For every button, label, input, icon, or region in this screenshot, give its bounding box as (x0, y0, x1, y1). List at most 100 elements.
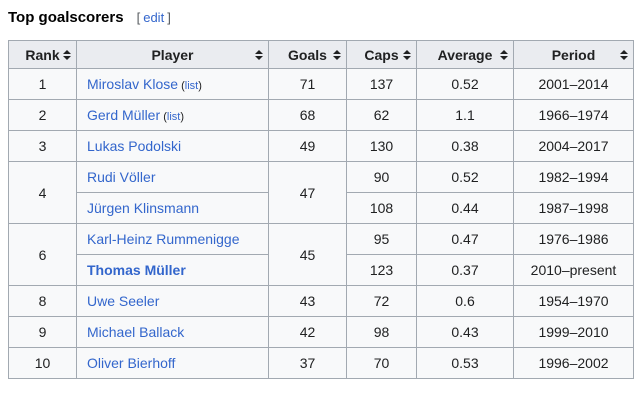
period-cell: 1982–1994 (513, 161, 634, 193)
column-header-period[interactable]: Period (513, 40, 634, 69)
column-header-goals[interactable]: Goals (268, 40, 347, 69)
period-cell: 1987–1998 (513, 192, 634, 224)
player-cell: Thomas Müller (76, 254, 269, 286)
player-link[interactable]: Miroslav Klose (87, 76, 179, 92)
list-link[interactable]: list (184, 80, 199, 92)
player-cell: Gerd Müller (list) (76, 99, 269, 131)
sort-down-triangle (333, 55, 341, 60)
player-cell: Lukas Podolski (76, 130, 269, 162)
caps-cell: 98 (346, 316, 417, 348)
list-reference: (list) (160, 111, 184, 123)
column-header-label: Caps (364, 46, 399, 63)
caps-cell: 90 (346, 161, 417, 193)
caps-cell: 123 (346, 254, 417, 286)
period-cell: 2004–2017 (513, 130, 634, 162)
table-row: 2 Gerd Müller (list) 68 62 1.1 1966–1974 (8, 99, 634, 131)
sort-down-triangle (403, 55, 411, 60)
table-row: Jürgen Klinsmann 108 0.44 1987–1998 (9, 192, 634, 224)
rank-cell: 2 (8, 99, 77, 131)
caps-cell: 70 (346, 347, 417, 379)
rank-cell: 3 (8, 130, 77, 162)
sort-icon (403, 49, 411, 60)
player-cell: Michael Ballack (76, 316, 269, 348)
average-cell: 0.53 (416, 347, 514, 379)
rank-cell: 1 (8, 68, 77, 100)
sort-icon (333, 49, 341, 60)
player-link[interactable]: Rudi Völler (87, 169, 156, 185)
player-cell: Oliver Bierhoff (76, 347, 269, 379)
table-row: 1 Miroslav Klose (list) 71 137 0.52 2001–2014 (8, 68, 634, 100)
average-cell: 0.52 (416, 161, 514, 193)
edit-link[interactable]: edit (143, 10, 165, 25)
table-row: 6 Karl-Heinz Rummenigge 45 95 0.47 1976–1986 (8, 223, 634, 286)
rank-cell: 8 (8, 285, 77, 317)
rank-cell: 10 (8, 347, 77, 379)
column-header-average[interactable]: Average (416, 40, 514, 69)
period-cell: 1966–1974 (513, 99, 634, 131)
period-cell: 1999–2010 (513, 316, 634, 348)
sort-up-triangle (333, 49, 341, 54)
player-link[interactable]: Uwe Seeler (87, 293, 160, 309)
edit-section-link[interactable]: [edit] (137, 10, 171, 25)
player-cell: Uwe Seeler (76, 285, 269, 317)
sort-icon (500, 49, 508, 60)
player-link[interactable]: Jürgen Klinsmann (87, 200, 200, 216)
player-link[interactable]: Karl-Heinz Rummenigge (87, 231, 240, 247)
player-cell: Jürgen Klinsmann (76, 192, 269, 224)
average-cell: 0.38 (416, 130, 514, 162)
list-reference: (list) (178, 80, 202, 92)
column-header-caps[interactable]: Caps (346, 40, 417, 69)
average-cell: 0.43 (416, 316, 514, 348)
column-header-label: Goals (288, 46, 327, 63)
rank-cell: 6 (8, 223, 77, 286)
caps-cell: 130 (346, 130, 417, 162)
sort-up-triangle (255, 49, 263, 54)
goals-cell: 47 (268, 161, 347, 224)
player-link[interactable]: Michael Ballack (87, 324, 185, 340)
player-link[interactable]: Thomas Müller (87, 262, 186, 278)
player-link[interactable]: Oliver Bierhoff (87, 355, 176, 371)
table-row: 8 Uwe Seeler 43 72 0.6 1954–1970 (8, 285, 634, 317)
sort-icon (255, 49, 263, 60)
table-row: 9 Michael Ballack 42 98 0.43 1999–2010 (8, 316, 634, 348)
sort-up-triangle (403, 49, 411, 54)
sort-up-triangle (620, 49, 628, 54)
goals-cell: 45 (268, 223, 347, 286)
player-cell: Karl-Heinz Rummenigge (76, 223, 269, 255)
caps-cell: 95 (346, 223, 417, 255)
caps-cell: 108 (346, 192, 417, 224)
player-cell: Rudi Völler (76, 161, 269, 193)
average-cell: 0.6 (416, 285, 514, 317)
column-header-label: Period (551, 46, 596, 63)
average-cell: 0.37 (416, 254, 514, 286)
rank-cell: 9 (8, 316, 77, 348)
sort-down-triangle (500, 55, 508, 60)
table-row: 10 Oliver Bierhoff 37 70 0.53 1996–2002 (8, 347, 634, 379)
period-cell: 2001–2014 (513, 68, 634, 100)
sort-up-triangle (63, 49, 71, 54)
edit-bracket-open: [ (136, 10, 141, 25)
sort-down-triangle (620, 55, 628, 60)
column-header-rank[interactable]: Rank (8, 40, 77, 69)
player-link[interactable]: Gerd Müller (87, 107, 161, 123)
table-row: 3 Lukas Podolski 49 130 0.38 2004–2017 (8, 130, 634, 162)
column-header-player[interactable]: Player (76, 40, 269, 69)
period-cell: 1976–1986 (513, 223, 634, 255)
caps-cell: 62 (346, 99, 417, 131)
caps-cell: 137 (346, 68, 417, 100)
sort-down-triangle (63, 55, 71, 60)
sort-up-triangle (500, 49, 508, 54)
column-header-label: Player (151, 46, 194, 63)
column-header-label: Rank (25, 46, 60, 63)
top-goalscorers-table: Rank Player Goals Caps Average Period 1 Mirosl… (8, 40, 634, 379)
table-row: Thomas Müller 123 0.37 2010–present (9, 254, 634, 286)
article-section: Top goalscorers [edit] Rank Player Goals Ca… (8, 9, 634, 379)
average-cell: 0.44 (416, 192, 514, 224)
header-row: Rank Player Goals Caps Average Period (8, 40, 634, 69)
rank-cell: 4 (8, 161, 77, 224)
list-link[interactable]: list (166, 111, 181, 123)
table-row: 4 Rudi Völler 47 90 0.52 1982–1994 (8, 161, 634, 224)
caps-cell: 72 (346, 285, 417, 317)
player-link[interactable]: Lukas Podolski (87, 138, 182, 154)
goals-cell: 71 (268, 68, 347, 100)
